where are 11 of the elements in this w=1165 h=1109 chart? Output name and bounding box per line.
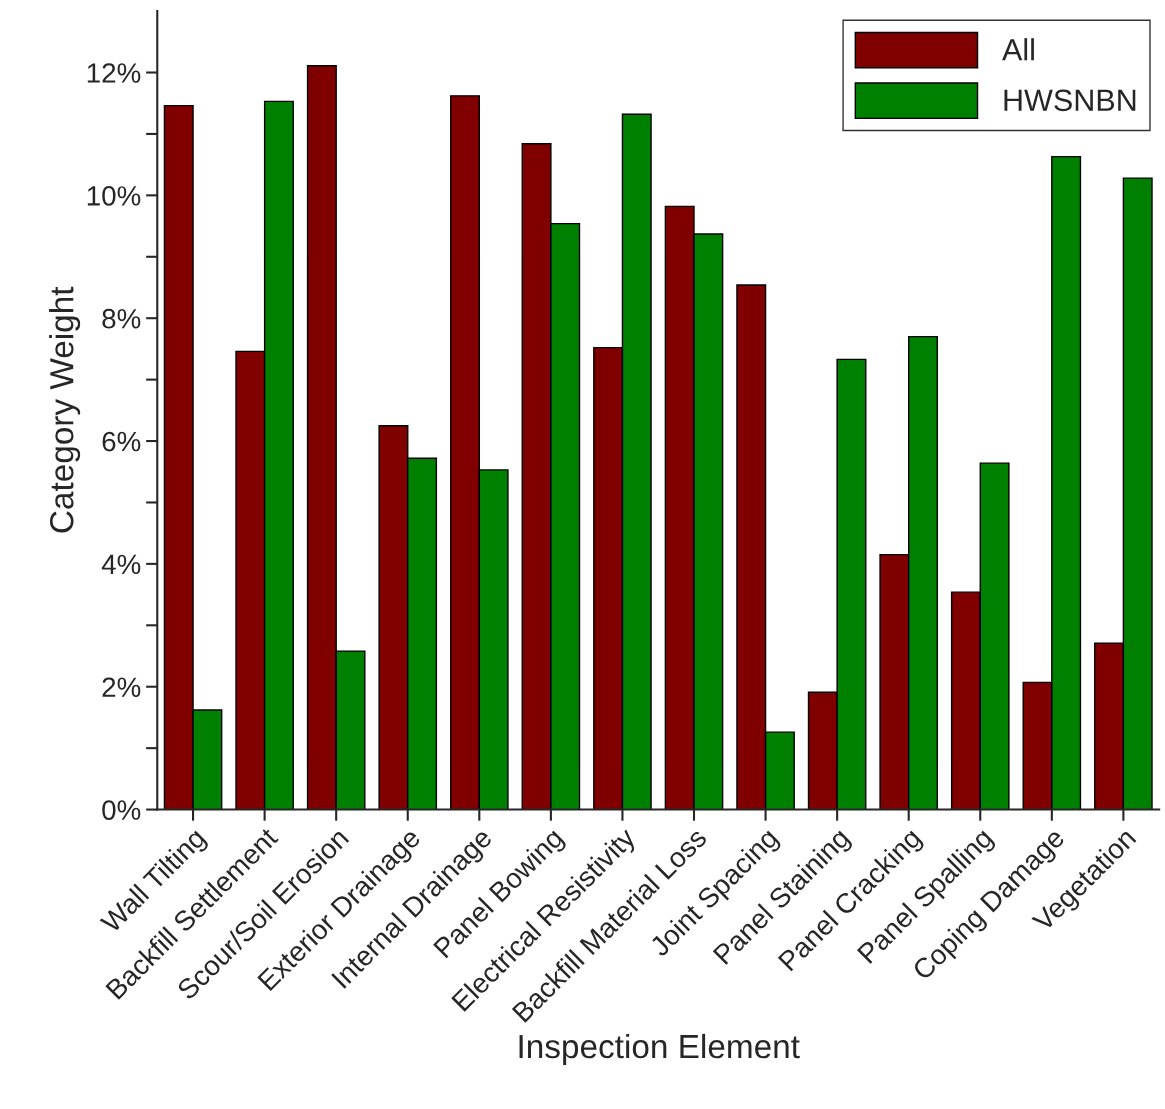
y-tick-label: 8% bbox=[102, 308, 141, 329]
y-tick-label: 10% bbox=[87, 186, 141, 206]
legend-label: HWSNBN bbox=[1004, 89, 1136, 112]
legend-label: All bbox=[1002, 38, 1034, 61]
y-tick-label: 4% bbox=[101, 554, 141, 575]
y-axis-title: Category Weight bbox=[49, 286, 81, 533]
y-tick-label: 12% bbox=[87, 63, 141, 83]
y-tick-label: 0% bbox=[102, 800, 141, 820]
x-axis-title: Inspection Element bbox=[519, 1033, 800, 1065]
y-tick-label: 2% bbox=[102, 677, 141, 697]
y-tick-label: 6% bbox=[102, 431, 141, 452]
